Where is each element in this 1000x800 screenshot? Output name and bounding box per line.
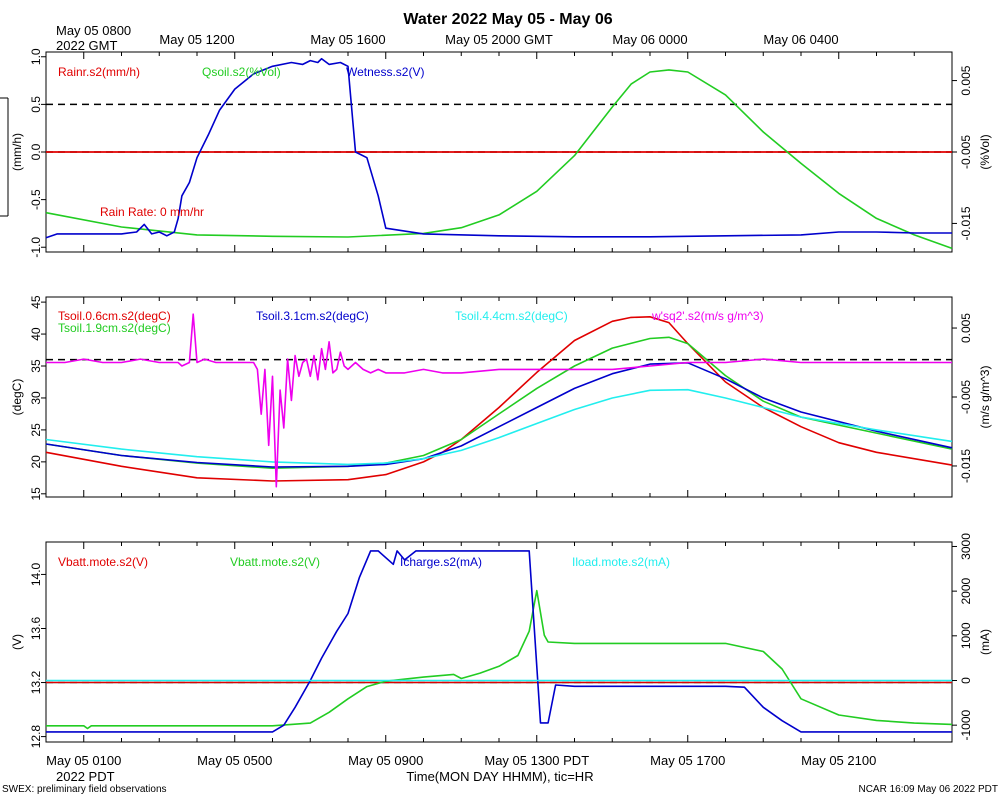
top-tick-label: May 05 1600 [310,32,385,47]
y-tick-label-left: 13.6 [29,616,43,640]
legend-entry: Icharge.s2(mA) [400,555,482,569]
legend-entry: Rainr.s2(mm/h) [58,65,140,79]
bottom-tick-label: May 05 1700 [650,753,725,768]
top-left-label-date: May 05 0800 [56,23,131,38]
y-tick-label-right: -1000 [959,709,973,740]
legend-entry: Vbatt.mote.s2(V) [58,555,148,569]
y-axis-label-right: (m/s g/m^3) [978,366,992,429]
series-line [46,589,953,730]
legend-entry: Iload.mote.s2(mA) [572,555,670,569]
y-axis-label-left: (V) [10,634,24,650]
y-tick-label-right: 2000 [959,577,973,604]
y-tick-label-left: 1.0 [29,48,43,65]
y-tick-label-right: 3000 [959,533,973,560]
y-tick-label-left: 13.2 [29,671,43,695]
bottom-tick-label: May 05 2100 [801,753,876,768]
footer-right: NCAR 16:09 May 06 2022 PDT [858,784,998,795]
plot-frame [45,296,953,498]
y-tick-label-right: 0.005 [959,313,973,343]
y-tick-label-right: -0.015 [959,206,973,240]
y-tick-label-right: 1000 [959,622,973,649]
y-tick-label-left: 45 [29,295,43,309]
series-line [45,69,953,250]
legend-entry: Tsoil.0.6cm.s2(degC) [58,309,171,323]
top-time-axis: May 05 1200 May 05 1600 May 05 2000 GMT May… [159,32,838,47]
series-line [45,57,952,239]
y-tick-label-right: -0.015 [959,449,973,483]
series-line [46,313,952,488]
panel-rain-soil-moisture: 1.0 0.5 0.0 -0.5 -1.0 0.005 -0.005 -0.015 (mm/h)… [10,48,992,257]
bottom-time-axis: May 05 0100 May 05 0500 May 05 0900 May 05 … [46,753,876,768]
y-axis-label-right: (mA) [978,629,992,655]
legend-entry: w'sq2'.s2(m/s g/m^3) [651,309,764,323]
series-line [45,315,953,482]
bottom-left-year-label: 2022 PDT [56,769,115,784]
panel-battery-current: 14.0 13.6 13.2 12.8 3000 2000 1000 0 -1000 (V) (mA… [10,533,992,748]
y-tick-label-right: 0 [959,677,973,684]
plot-frame [45,541,953,743]
y-tick-label-left: 12.8 [29,725,43,749]
legend-entry: Wetness.s2(V) [346,65,424,79]
bottom-tick-label: May 05 0100 [46,753,121,768]
x-axis-label: Time(MON DAY HHMM), tic=HR [406,769,593,784]
y-tick-label-left: 35 [29,359,43,373]
series-line [45,388,953,466]
series-line [45,361,953,468]
top-left-label-year: 2022 GMT [56,38,117,53]
y-tick-label-left: -0.5 [29,189,43,210]
panel-soil-temperature: 45 40 35 30 25 20 15 0.005 -0.005 -0.015 (degC) (m/… [10,295,992,500]
y-tick-label-left: 14.0 [29,562,43,586]
legend-entry: Vbatt.mote.s2(V) [230,555,320,569]
y-tick-label-right: -0.005 [959,380,973,414]
y-tick-label-left: 0.0 [29,143,43,160]
y-tick-label-left: 20 [29,455,43,469]
rain-rate-annotation: Rain Rate: 0 mm/hr [100,205,204,219]
y-axis-label-left: (degC) [10,379,24,416]
y-tick-label-left: 15 [29,487,43,501]
top-tick-label: May 06 0400 [763,32,838,47]
top-tick-label: May 06 0000 [612,32,687,47]
y-axis-label-right: (%Vol) [978,134,992,169]
legend-entry: Qsoil.s2(%Vol) [202,65,281,79]
y-axis-label-left: (mm/h) [10,133,24,171]
bottom-tick-label: May 05 0500 [197,753,272,768]
chart-title: Water 2022 May 05 - May 06 [403,11,612,28]
y-tick-label-right: 0.005 [959,65,973,95]
y-tick-label-right: -0.005 [959,135,973,169]
legend-entry: Tsoil.1.9cm.s2(degC) [58,321,171,335]
legend-entry: Tsoil.3.1cm.s2(degC) [256,309,369,323]
y-tick-label-left: 40 [29,327,43,341]
bottom-tick-label: May 05 1300 PDT [484,753,589,768]
legend-entry: Tsoil.4.4cm.s2(degC) [455,309,568,323]
y-tick-label-left: 30 [29,391,43,405]
y-tick-label-left: -1.0 [29,237,43,258]
footer-left: SWEX: preliminary field observations [2,784,167,795]
series-line [46,550,952,733]
bottom-tick-label: May 05 0900 [348,753,423,768]
top-tick-label: May 05 1200 [159,32,234,47]
series-line [45,336,953,470]
y-tick-label-left: 25 [29,423,43,437]
y-tick-label-left: 0.5 [29,96,43,113]
top-tick-label: May 05 2000 GMT [445,32,553,47]
